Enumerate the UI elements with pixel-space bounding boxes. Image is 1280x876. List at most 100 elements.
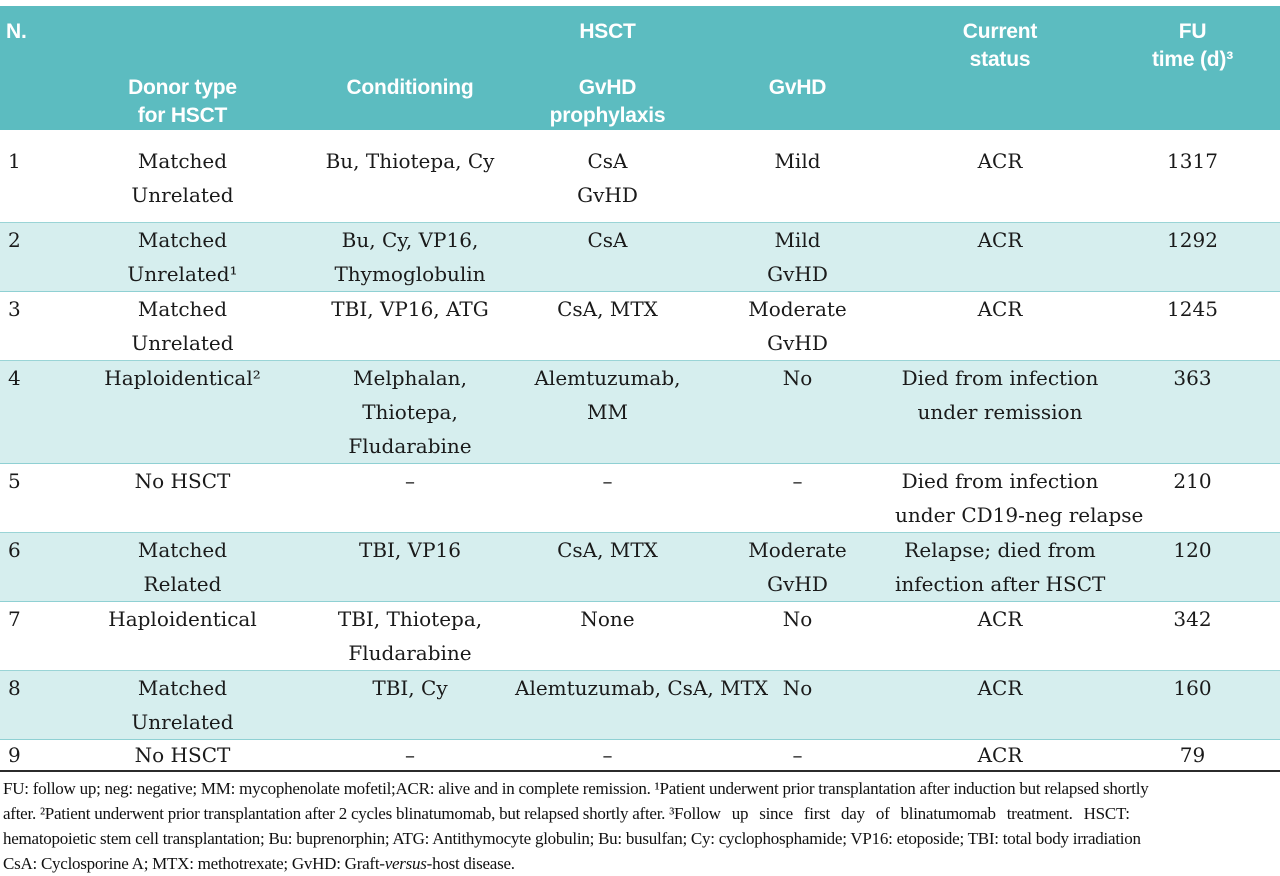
cell-gvhd: No [700,670,895,740]
header-conditioning-label: Conditioning [346,76,474,99]
cell-donor: No HSCT [60,740,305,771]
cell-status: Died from infection under remission [895,360,1105,464]
header-current-status-line: Current [962,20,1038,43]
header-current-status-line: status [969,48,1031,71]
cell-line: under remission [917,400,1083,424]
header-spacer [1105,74,1280,130]
cell-line: 210 [1173,469,1212,493]
cell-line: TBI, VP16 [358,538,461,562]
cell-prophylaxis: – [515,464,700,533]
cell-line: Moderate [748,538,847,562]
cell-line: Matched [137,149,228,173]
cell-status: Died from infection under CD19-neg relaps… [895,464,1144,533]
cell-fu: 1317 [1105,130,1280,223]
header-donor-type-line: Donor type [128,76,237,99]
cell-line: Moderate [748,297,847,321]
cell-n: 5 [0,464,60,533]
header-gvhd-prophylaxis-line: prophylaxis [549,104,666,127]
cell-line: 1 [8,149,21,173]
cell-line: Relapse; died from [904,538,1096,562]
cell-prophylaxis: CsA [515,222,700,292]
cell-line: 120 [1173,538,1212,562]
cell-line: Thiotepa, [362,400,458,424]
footnote-divider [0,770,1280,772]
header-hsct-group: HSCT [515,6,700,74]
table-row: 6 Matched Related TBI, VP16 CsA, MTX Moderate… [0,532,1280,602]
cell-line: 9 [8,743,21,767]
cell-status: ACR [895,222,1105,292]
cell-line: Related [143,572,222,596]
header-spacer [60,6,305,74]
cell-line: Unrelated [131,710,234,734]
cell-line: GvHD [767,262,828,286]
cell-line: 4 [8,366,21,390]
header-n: N. [0,6,60,74]
cell-line: CsA [587,228,628,252]
cell-line: No [782,607,813,631]
header-row-columns: Donor type for HSCT Conditioning GvHD pr… [0,74,1280,130]
table-row: 2 Matched Unrelated¹ Bu, Cy, VP16, Thymoglob… [0,222,1280,292]
cell-fu: 79 [1105,740,1280,771]
table-body: 1 Matched Unrelated Bu, Thiotepa, Cy CsA GvHD… [0,130,1280,770]
cell-status: ACR [895,740,1105,771]
cell-prophylaxis: – [515,740,700,771]
header-n-label: N. [6,20,27,43]
cell-line: Haploidentical [108,607,257,631]
cell-line: No HSCT [134,743,231,767]
cell-prophylaxis: Alemtuzumab, MM [515,360,700,464]
header-donor-type-line: for HSCT [137,104,228,127]
cell-fu: 342 [1105,602,1280,671]
cell-conditioning: TBI, Cy [305,670,515,740]
table-row: 4 Haploidentical² Melphalan, Thiotepa, Fluda… [0,360,1280,464]
cell-prophylaxis: None [515,602,700,671]
header-donor-type: Donor type for HSCT [60,74,305,130]
cell-conditioning: Melphalan, Thiotepa, Fludarabine [305,360,515,464]
cell-line: 6 [8,538,21,562]
table-row: 7 Haploidentical TBI, Thiotepa, Fludarabine… [0,602,1280,671]
footnote-line: CsA: Cyclosporine A; MTX: methotrexate; … [3,851,1278,876]
table-row: 5 No HSCT – – – Died from infection under CD19… [0,464,1280,533]
header-spacer [700,6,895,74]
cell-line: 1292 [1167,228,1218,252]
footnote: FU: follow up; neg: negative; MM: mycoph… [0,772,1280,876]
cell-line: None [580,607,635,631]
footnote-line: hematopoietic stem cell transplantation;… [3,829,1141,848]
footnote-text: CsA: Cyclosporine A; MTX: methotrexate; … [3,854,385,873]
footnote-line: FU: follow up; neg: negative; MM: mycoph… [3,779,1149,798]
header-conditioning: Conditioning [305,74,515,130]
cell-line: Died from infection [901,366,1099,390]
cell-line: Haploidentical² [104,366,261,390]
cell-status: ACR [895,130,1105,223]
cell-n: 9 [0,740,60,771]
header-spacer [0,74,60,130]
cell-prophylaxis: CsA, MTX [515,532,700,602]
header-gvhd-prophylaxis: GvHD prophylaxis [515,74,700,130]
header-fu-time: FU time (d)³ [1105,6,1280,74]
cell-line: 160 [1173,676,1212,700]
cell-conditioning: Bu, Thiotepa, Cy [305,130,515,223]
cell-line: Died from infection [901,469,1099,493]
header-gvhd-label: GvHD [768,76,827,99]
header-row-group: N. HSCT Current status FU time (d)³ [0,6,1280,74]
cell-line: No HSCT [134,469,231,493]
cell-line: GvHD [577,183,638,207]
cell-fu: 210 [1105,464,1280,533]
cell-line: CsA, MTX [557,538,658,562]
cell-conditioning: – [305,740,515,771]
table-row: 3 Matched Unrelated TBI, VP16, ATG CsA, MTX M… [0,292,1280,361]
footnote-text: after. ²Patient underwent prior transpla… [3,804,670,823]
cell-line: Bu, Thiotepa, Cy [325,149,495,173]
cell-gvhd: – [700,740,895,771]
header-spacer [895,74,1105,130]
header-spacer [305,6,515,74]
cell-line: under CD19-neg relapse [895,503,1144,527]
cell-line: CsA [587,149,628,173]
cell-conditioning: TBI, VP16 [305,532,515,602]
cell-line: Unrelated¹ [127,262,238,286]
cell-gvhd: Moderate GvHD [700,532,895,602]
cell-line: Matched [137,297,228,321]
cell-conditioning: TBI, VP16, ATG [305,292,515,361]
header-gvhd-prophylaxis-line: GvHD [578,76,637,99]
patient-hsct-table: N. HSCT Current status FU time (d)³ [0,6,1280,770]
